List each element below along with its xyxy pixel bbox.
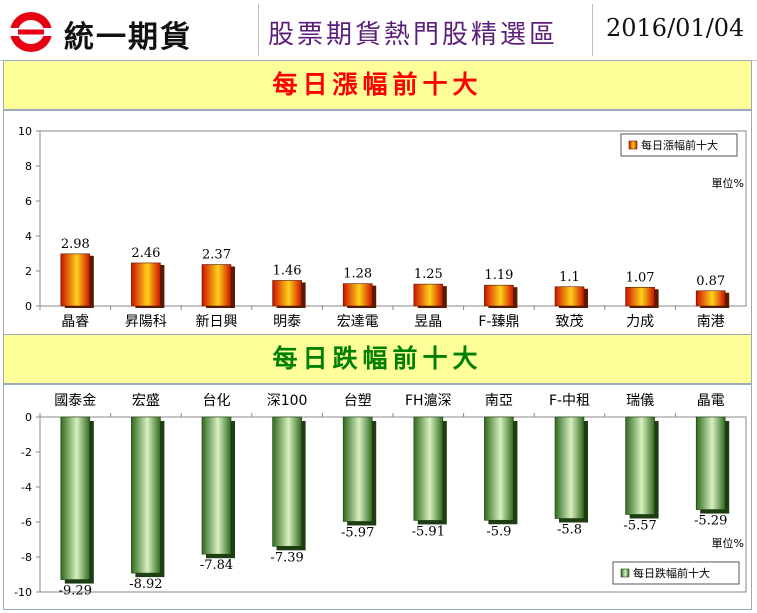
y-tick-label: 0 bbox=[25, 300, 32, 313]
header-divider bbox=[592, 4, 593, 56]
bar bbox=[342, 283, 373, 307]
data-label: -5.97 bbox=[341, 525, 374, 540]
bar bbox=[131, 262, 161, 307]
bar bbox=[695, 416, 726, 510]
data-label: -5.9 bbox=[486, 524, 511, 539]
data-label: -7.84 bbox=[200, 558, 233, 573]
data-label: 2.46 bbox=[131, 246, 160, 261]
bar bbox=[60, 416, 91, 580]
unit-label: 單位% bbox=[712, 536, 744, 550]
bar bbox=[272, 280, 302, 307]
category-label: 南港 bbox=[697, 314, 725, 330]
y-tick-label: 8 bbox=[25, 160, 32, 173]
data-label: -9.29 bbox=[59, 584, 92, 599]
bar bbox=[554, 416, 585, 519]
category-label: 晶電 bbox=[697, 393, 725, 409]
category-label: 晶睿 bbox=[61, 314, 89, 330]
category-label: 明泰 bbox=[273, 314, 301, 330]
bar bbox=[201, 416, 232, 555]
category-label: F-臻鼎 bbox=[478, 314, 519, 330]
category-label: 昱晶 bbox=[414, 314, 442, 330]
data-label: 1.46 bbox=[273, 263, 302, 278]
legend-label: 每日跌幅前十大 bbox=[633, 566, 710, 580]
category-label: 致茂 bbox=[556, 313, 584, 330]
data-label: -5.8 bbox=[557, 523, 582, 538]
data-label: 1.28 bbox=[343, 267, 372, 282]
bar bbox=[60, 253, 91, 307]
losers-chart-svg: 0 -2 -4 -6 -8 -10 -9.29 國泰金 -8.92 宏盛 -7.84 台化 -7.39 深… bbox=[14, 392, 747, 599]
bar bbox=[484, 284, 514, 307]
data-label: -5.29 bbox=[694, 514, 727, 529]
y-tick-label: -2 bbox=[21, 446, 32, 459]
data-label: 1.25 bbox=[414, 267, 443, 282]
data-label: 1.1 bbox=[559, 270, 580, 285]
company-name: 統一期貨 bbox=[64, 20, 192, 55]
gainers-title-banner: 每日漲幅前十大 bbox=[3, 60, 752, 110]
y-tick-label: 2 bbox=[25, 265, 32, 278]
data-label: -7.39 bbox=[270, 550, 303, 565]
bar bbox=[201, 264, 232, 307]
logo-icon bbox=[8, 12, 54, 52]
category-label: 宏達電 bbox=[337, 314, 379, 330]
category-label: FH滬深 bbox=[405, 392, 452, 409]
category-label: 宏盛 bbox=[132, 393, 160, 409]
category-label: 台塑 bbox=[344, 393, 372, 409]
y-tick-label: -6 bbox=[21, 516, 32, 529]
losers-chart: 0 -2 -4 -6 -8 -10 -9.29 國泰金 -8.92 宏盛 -7.84 台化 -7.39 深… bbox=[3, 384, 752, 610]
bar bbox=[342, 416, 373, 522]
data-label: -8.92 bbox=[129, 577, 162, 592]
data-label: 2.37 bbox=[202, 248, 231, 263]
y-tick-label: 6 bbox=[25, 195, 32, 208]
y-tick-label: 10 bbox=[18, 125, 32, 138]
gainers-chart-svg: 0 2 4 6 8 10 2.98 晶睿 2.46 昇陽科 2.37 新日興 1.46 明泰 1.28 宏達電… bbox=[18, 125, 747, 330]
legend-swatch bbox=[628, 140, 638, 150]
y-tick-label: -4 bbox=[21, 481, 32, 494]
bar bbox=[413, 416, 444, 521]
bar bbox=[484, 416, 514, 521]
category-label: 瑞儀 bbox=[626, 393, 654, 409]
bar bbox=[695, 290, 726, 307]
data-label: -5.91 bbox=[412, 524, 445, 539]
bar bbox=[554, 286, 585, 307]
bar bbox=[413, 283, 444, 307]
header: 統一期貨 股票期貨熱門股精選區 2016/01/04 bbox=[0, 0, 757, 61]
data-label: 1.19 bbox=[484, 268, 513, 283]
category-label: 台化 bbox=[203, 393, 231, 409]
category-label: 力成 bbox=[626, 314, 654, 330]
bar bbox=[131, 416, 161, 574]
gainers-chart: 0 2 4 6 8 10 2.98 晶睿 2.46 昇陽科 2.37 新日興 1.46 明泰 1.28 宏達電… bbox=[3, 110, 752, 338]
y-tick-label: 0 bbox=[25, 411, 32, 424]
category-label: F-中租 bbox=[549, 393, 590, 409]
legend bbox=[620, 133, 738, 157]
legend bbox=[612, 561, 740, 585]
header-divider bbox=[258, 4, 259, 56]
report-date: 2016/01/04 bbox=[606, 14, 745, 42]
data-label: 2.98 bbox=[61, 237, 90, 252]
data-label: 0.87 bbox=[696, 274, 725, 289]
bar bbox=[625, 286, 655, 307]
y-tick-label: -10 bbox=[14, 586, 32, 599]
category-label: 南亞 bbox=[485, 393, 513, 409]
data-label: -5.57 bbox=[623, 518, 656, 533]
unit-label: 單位% bbox=[712, 176, 744, 190]
losers-title-banner: 每日跌幅前十大 bbox=[3, 334, 752, 384]
category-label: 新日興 bbox=[196, 314, 238, 330]
legend-swatch bbox=[620, 568, 630, 578]
category-label: 昇陽科 bbox=[125, 314, 167, 330]
y-tick-label: -8 bbox=[21, 551, 32, 564]
y-tick-label: 4 bbox=[25, 230, 32, 243]
bar bbox=[272, 416, 302, 547]
page-title: 股票期貨熱門股精選區 bbox=[268, 20, 559, 50]
data-label: 1.07 bbox=[626, 270, 655, 285]
category-label: 國泰金 bbox=[54, 393, 96, 409]
category-label: 深100 bbox=[267, 393, 308, 409]
legend-label: 每日漲幅前十大 bbox=[641, 138, 718, 152]
bar bbox=[625, 416, 655, 515]
